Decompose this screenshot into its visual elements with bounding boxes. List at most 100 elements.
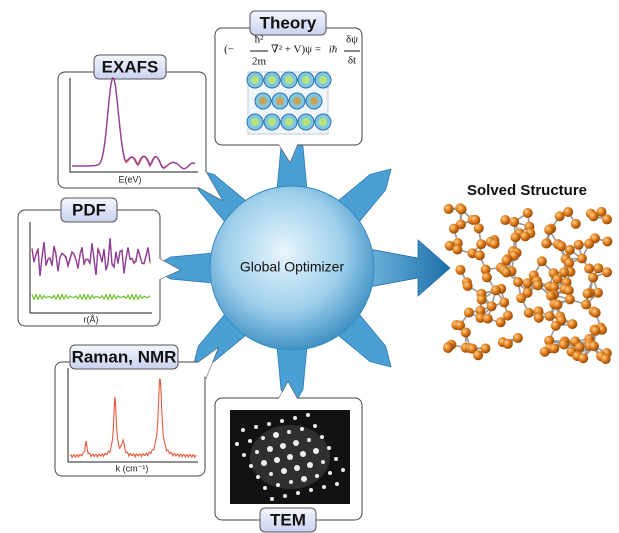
density-core xyxy=(302,118,310,126)
atom xyxy=(523,278,533,288)
atom xyxy=(443,343,453,353)
diffraction-spot xyxy=(242,453,246,457)
diffraction-spot xyxy=(335,482,339,486)
density-core xyxy=(259,97,267,105)
diffraction-spot xyxy=(309,488,313,492)
atom xyxy=(496,317,506,327)
atom xyxy=(541,238,551,248)
atom xyxy=(510,232,520,242)
diffraction-spot xyxy=(293,440,299,446)
diffraction-spot xyxy=(241,428,245,432)
atom xyxy=(565,294,575,304)
diffraction-spot xyxy=(313,448,319,454)
diffraction-spot xyxy=(283,494,287,498)
diffraction-spot xyxy=(296,491,300,495)
diffraction-spot xyxy=(276,483,280,487)
density-core xyxy=(276,97,284,105)
atom xyxy=(544,225,554,235)
atom xyxy=(476,239,486,249)
diffraction-spot xyxy=(267,422,271,426)
diffraction-spot xyxy=(256,475,260,479)
atom xyxy=(480,343,490,353)
atom xyxy=(483,314,493,324)
diffraction-spot xyxy=(235,442,239,446)
structure xyxy=(443,203,612,364)
atom xyxy=(551,321,561,331)
diffraction-spot xyxy=(300,427,304,431)
output-title: Solved Structure xyxy=(467,182,587,199)
atom xyxy=(524,308,534,318)
atom xyxy=(553,300,563,310)
diffraction-spot xyxy=(248,439,252,443)
diffraction-spot xyxy=(254,425,258,429)
diffraction-spot xyxy=(341,468,345,472)
density-core xyxy=(319,118,327,126)
density-core xyxy=(310,97,318,105)
atom xyxy=(563,207,573,217)
atom xyxy=(602,267,612,277)
diffraction-spot xyxy=(289,480,293,484)
atom xyxy=(474,223,484,233)
atom xyxy=(565,245,575,255)
density-core xyxy=(293,97,301,105)
diffraction-spot xyxy=(322,485,326,489)
atom xyxy=(577,254,587,264)
atom xyxy=(591,326,601,336)
atom xyxy=(500,215,510,225)
atom xyxy=(555,211,565,221)
diffraction-spot xyxy=(334,457,338,461)
diffraction-spot xyxy=(280,443,286,449)
diffraction-spot xyxy=(320,435,324,439)
diffraction-spot xyxy=(306,413,310,417)
panel-title: TEM xyxy=(270,510,306,529)
equation-part: ∇² + V)ψ = xyxy=(271,44,321,56)
diagram: Global Optimizer TheoryEXAFSPDFRaman, NM… xyxy=(0,0,619,533)
panel xyxy=(58,72,206,188)
atom xyxy=(593,263,603,273)
diffraction-spot xyxy=(274,457,280,463)
diffraction-spot xyxy=(280,419,284,423)
equation-part: ħ² xyxy=(255,34,265,46)
diffraction-spot xyxy=(269,472,273,476)
density-core xyxy=(285,76,293,84)
diffraction-spot xyxy=(315,474,319,478)
equation-part: δt xyxy=(348,55,356,67)
atom xyxy=(490,239,500,249)
atom xyxy=(477,295,487,305)
atom xyxy=(591,308,601,318)
atom xyxy=(534,313,544,323)
atom xyxy=(567,319,577,329)
density-core xyxy=(319,76,327,84)
atom xyxy=(491,285,501,295)
atom xyxy=(520,231,530,241)
diffraction-spot xyxy=(301,476,307,482)
atom xyxy=(545,311,555,321)
density-core xyxy=(251,118,259,126)
diffraction-spot xyxy=(287,430,291,434)
atom xyxy=(588,211,598,221)
atom xyxy=(584,239,594,249)
atom xyxy=(503,339,513,349)
atom xyxy=(588,273,598,283)
atom xyxy=(581,300,591,310)
atom xyxy=(473,350,483,360)
atom xyxy=(583,289,593,299)
diffraction-spot xyxy=(267,446,273,452)
atom xyxy=(509,217,519,227)
atom xyxy=(574,240,584,250)
atom xyxy=(482,272,492,282)
atom xyxy=(523,208,533,218)
x-axis-label: E(eV) xyxy=(118,174,141,184)
density-core xyxy=(251,76,259,84)
diffraction-spot xyxy=(261,436,265,440)
atom xyxy=(564,286,574,296)
atom xyxy=(464,308,474,318)
diffraction-spot xyxy=(287,454,293,460)
atom xyxy=(475,250,485,260)
density-core xyxy=(268,118,276,126)
panel-title: EXAFS xyxy=(102,57,159,76)
atom xyxy=(516,293,526,303)
panel-title: PDF xyxy=(72,200,106,219)
diffraction-spot xyxy=(327,446,331,450)
atom xyxy=(449,224,459,234)
